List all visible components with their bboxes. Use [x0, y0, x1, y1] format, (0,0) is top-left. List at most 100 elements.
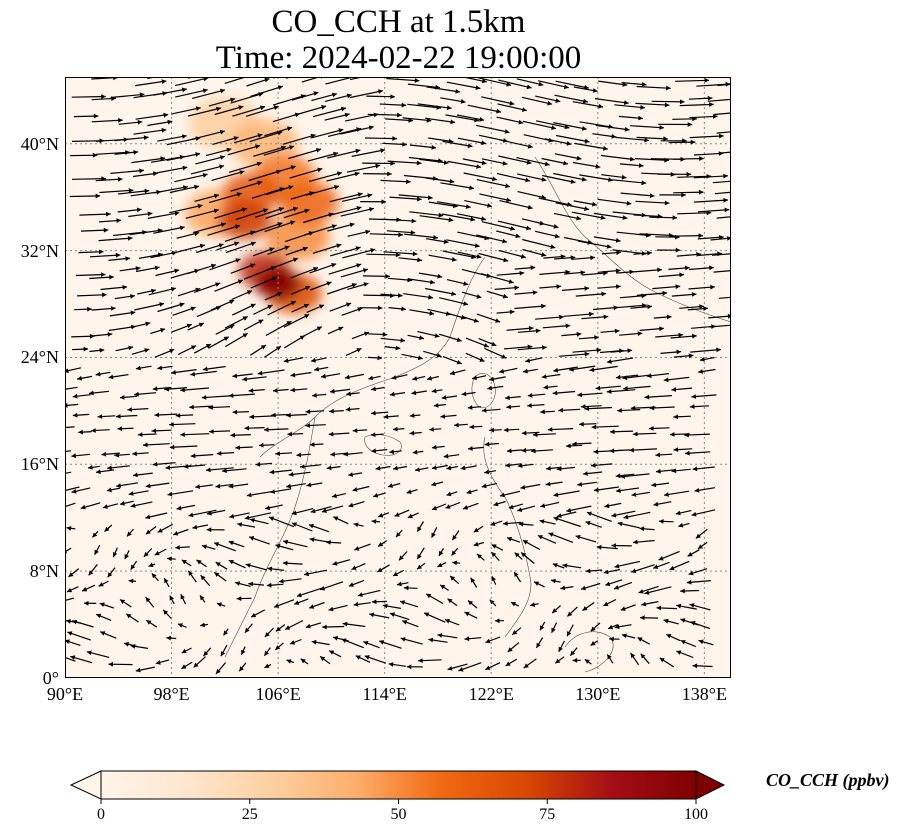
wind-arrow-head	[257, 370, 263, 376]
wind-arrow-head	[222, 468, 227, 474]
wind-arrow-head	[569, 367, 574, 372]
wind-arrow-shaft	[214, 279, 244, 292]
wind-arrow-shaft	[584, 406, 612, 410]
wind-arrow-head	[409, 413, 415, 418]
wind-arrow-shaft	[69, 195, 101, 198]
wind-arrow-head	[190, 345, 196, 350]
wind-arrow-head	[241, 649, 246, 655]
colorbar-tick-label: 50	[390, 806, 407, 823]
wind-arrow-head	[349, 222, 355, 228]
wind-arrow-head	[427, 195, 433, 200]
wind-arrow-shaft	[340, 126, 374, 135]
wind-arrow-head	[531, 448, 536, 454]
wind-arrow-head	[429, 427, 434, 432]
wind-arrow-head	[467, 143, 473, 149]
wind-arrow-head	[639, 526, 645, 532]
wind-arrow-head	[495, 318, 501, 323]
wind-arrow-head	[530, 602, 536, 607]
wind-arrow-head	[601, 291, 607, 297]
wind-arrow-head	[385, 273, 390, 279]
wind-arrow-head	[396, 532, 401, 538]
wind-arrow-head	[627, 348, 633, 353]
wind-arrow-shaft	[65, 426, 75, 429]
wind-arrow-head	[560, 585, 566, 591]
wind-arrow-head	[392, 136, 397, 141]
wind-arrow-shaft	[555, 134, 590, 143]
wind-arrow-head	[393, 465, 398, 471]
wind-arrow-head	[289, 145, 294, 150]
wind-arrow-head	[190, 371, 195, 377]
wind-arrow-head	[381, 199, 386, 205]
wind-arrow-head	[576, 215, 582, 221]
wind-arrow-head	[101, 94, 106, 99]
longitude-label: 138°E	[681, 684, 727, 704]
wind-arrow-shaft	[535, 316, 564, 320]
wind-arrow-shaft	[187, 107, 222, 117]
wind-arrow-head	[621, 633, 627, 639]
wind-arrow-head	[244, 425, 250, 431]
wind-arrow-shaft	[516, 157, 550, 166]
wind-arrow-shaft	[402, 117, 432, 122]
wind-arrow-head	[521, 447, 527, 453]
wind-arrow-head	[304, 571, 309, 577]
wind-arrow-shaft	[594, 98, 629, 104]
wind-arrow-head	[157, 528, 163, 533]
wind-arrow-head	[147, 211, 153, 217]
colorbar-min-extend	[69, 770, 102, 800]
wind-arrow-shaft	[690, 348, 721, 353]
wind-arrow-head	[389, 612, 395, 617]
wind-arrow-shaft	[346, 164, 381, 173]
wind-arrow-shaft	[633, 214, 663, 218]
wind-arrow-head	[283, 539, 289, 545]
wind-arrow-shaft	[251, 187, 285, 199]
wind-arrow-shaft	[572, 101, 604, 108]
wind-arrow-shaft	[419, 215, 454, 221]
wind-arrow-shaft	[129, 229, 163, 236]
wind-arrow-head	[286, 321, 292, 326]
wind-arrow-head	[489, 427, 494, 433]
wind-arrow-shaft	[636, 85, 671, 89]
wind-arrow-head	[690, 621, 696, 626]
wind-arrow-shaft	[553, 212, 582, 220]
wind-arrow-shaft	[193, 282, 221, 293]
wind-arrow-head	[579, 421, 584, 427]
wind-arrow-head	[458, 667, 464, 672]
wind-arrow-head	[232, 373, 238, 379]
wind-arrow-shaft	[577, 240, 612, 248]
wind-arrow-head	[543, 384, 549, 390]
wind-arrow-head	[397, 112, 402, 118]
wind-arrow-head	[633, 539, 638, 545]
wind-arrow-head	[290, 301, 296, 306]
wind-arrow-head	[501, 354, 507, 359]
wind-arrow-head	[470, 216, 476, 222]
wind-arrow-shaft	[205, 467, 234, 471]
wind-arrow-head	[663, 618, 669, 624]
wind-arrow-head	[527, 403, 532, 408]
wind-arrow-head	[388, 483, 393, 488]
wind-arrow-head	[593, 449, 599, 455]
wind-arrow-head	[659, 657, 665, 663]
wind-arrow-head	[426, 593, 432, 599]
wind-arrow-head	[475, 85, 481, 90]
wind-arrow-head	[452, 560, 458, 566]
wind-arrow-head	[609, 448, 615, 454]
wind-arrow-shaft	[310, 128, 344, 139]
wind-arrow-head	[595, 385, 601, 391]
wind-arrow-head	[177, 623, 183, 628]
wind-arrow-head	[195, 106, 201, 111]
wind-arrow-head	[107, 572, 113, 578]
wind-arrow-head	[320, 656, 326, 661]
wind-arrow-shaft	[312, 243, 342, 254]
wind-arrow-head	[153, 171, 158, 177]
wind-arrow-shaft	[572, 161, 601, 168]
wind-arrow-head	[291, 522, 297, 527]
wind-arrow-head	[570, 255, 576, 260]
wind-arrow-head	[188, 512, 194, 518]
wind-arrow-head	[644, 137, 649, 143]
wind-arrow-shaft	[326, 172, 360, 182]
wind-arrow-head	[354, 171, 360, 177]
wind-arrow-head	[615, 473, 621, 479]
wind-arrow-head	[206, 467, 211, 473]
wind-arrow-shaft	[620, 473, 650, 478]
wind-arrow-shaft	[616, 231, 651, 237]
